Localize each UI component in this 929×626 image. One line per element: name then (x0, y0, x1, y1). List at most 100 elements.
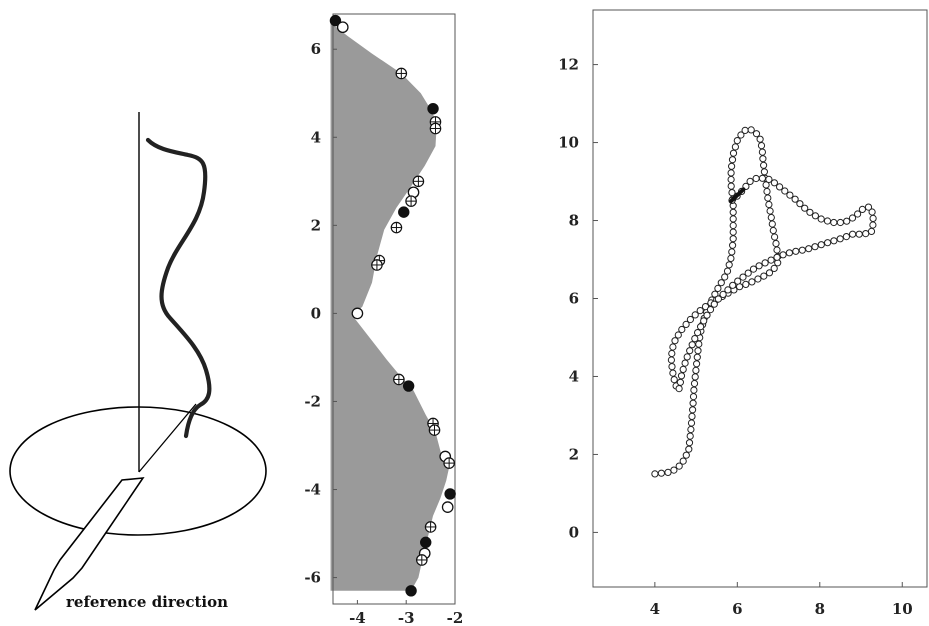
y-tick-label: 8 (569, 212, 579, 230)
sample-point (779, 251, 787, 259)
y-tick-label: 4 (311, 128, 321, 146)
sample-point (675, 462, 683, 470)
sample-point (695, 340, 703, 348)
sample-point (823, 217, 832, 225)
sample-point (786, 191, 794, 199)
trajectory-line-panel: 0 2 4 6 8 10 12 4 6 8 10 (558, 9, 928, 618)
sample-point (729, 215, 737, 223)
path-end-marker (729, 187, 746, 204)
sample-point (729, 149, 738, 157)
sample-point (691, 335, 699, 343)
crosshair-point (393, 373, 405, 386)
sample-point (685, 439, 694, 447)
sample-point (682, 320, 690, 328)
filled-point (420, 536, 432, 549)
shaded-region (330, 22, 450, 591)
sample-point (770, 179, 779, 187)
crosshair-point (371, 259, 383, 271)
crosshair-point (390, 221, 403, 234)
sample-point (725, 261, 733, 269)
y-tick-label: 10 (558, 134, 579, 152)
sample-point (742, 280, 750, 288)
y-tick-label: 2 (311, 216, 321, 234)
sample-point (694, 329, 702, 337)
sample-point (690, 386, 698, 394)
sample-point (685, 445, 693, 453)
sample-point (781, 187, 789, 195)
sample-point (855, 230, 863, 238)
reference-ellipse (9, 406, 267, 536)
sample-point (734, 277, 742, 285)
y-tick-label: -4 (304, 481, 321, 499)
sample-point (729, 235, 737, 243)
sample-point (773, 246, 781, 254)
sample-point (817, 215, 825, 223)
sample-point (766, 207, 774, 215)
reference-diagram: reference direction (9, 112, 267, 611)
sample-point (688, 412, 696, 420)
sample-point (651, 470, 659, 478)
crosshair-point (428, 424, 441, 436)
sample-point (830, 218, 838, 227)
sample-point (710, 300, 718, 308)
sample-point (758, 148, 767, 156)
sample-point (728, 156, 737, 164)
sample-point (796, 200, 804, 208)
sample-point (747, 126, 755, 134)
sample-point (854, 210, 862, 218)
sample-point (806, 208, 814, 216)
sample-point (679, 365, 687, 373)
sample-point (682, 451, 690, 459)
filled-point (405, 585, 417, 597)
sample-point (760, 272, 768, 280)
sample-point (762, 181, 770, 189)
sample-point (676, 378, 685, 386)
filled-point (427, 102, 439, 115)
sample-point (764, 194, 772, 202)
sample-point (785, 249, 794, 257)
x-tick-label: 6 (732, 600, 742, 618)
shaded-area (330, 22, 450, 591)
sample-point (761, 259, 769, 267)
sample-point (723, 267, 732, 275)
sample-point (667, 356, 676, 364)
sample-point (681, 359, 689, 367)
crosshair-point (443, 457, 455, 469)
panel3-ticks: 0 2 4 6 8 10 12 4 6 8 10 (558, 56, 913, 618)
sample-point (769, 226, 777, 235)
crosshair-point (429, 122, 442, 135)
y-tick-label: 0 (569, 523, 579, 541)
sample-point (759, 155, 767, 163)
sample-point (721, 273, 729, 281)
sample-point (674, 331, 682, 339)
sample-point (678, 325, 686, 334)
sample-point (768, 220, 776, 228)
sample-point (687, 425, 695, 434)
sample-point (811, 212, 820, 220)
sample-point (767, 256, 775, 264)
sample-point (731, 143, 740, 151)
sample-point (657, 469, 666, 477)
sample-point (683, 353, 691, 361)
sample-point (791, 195, 799, 203)
sample-point (693, 360, 701, 368)
sample-point (729, 228, 737, 236)
crosshair-point (395, 67, 408, 80)
crosshair-point (416, 554, 428, 566)
crosshair-point (412, 175, 425, 188)
sample-point (773, 253, 781, 261)
sample-point (668, 363, 676, 371)
sample-point (765, 200, 773, 209)
sample-point (689, 393, 698, 401)
sample-point (763, 187, 771, 196)
sample-point (679, 457, 687, 465)
sample-point (757, 142, 766, 150)
panel3-frame (592, 9, 928, 588)
sample-point (729, 221, 737, 230)
sample-point (765, 175, 773, 183)
sample-point (864, 203, 873, 211)
sample-point (727, 254, 735, 262)
sample-point (867, 227, 876, 235)
sample-point (772, 239, 780, 248)
